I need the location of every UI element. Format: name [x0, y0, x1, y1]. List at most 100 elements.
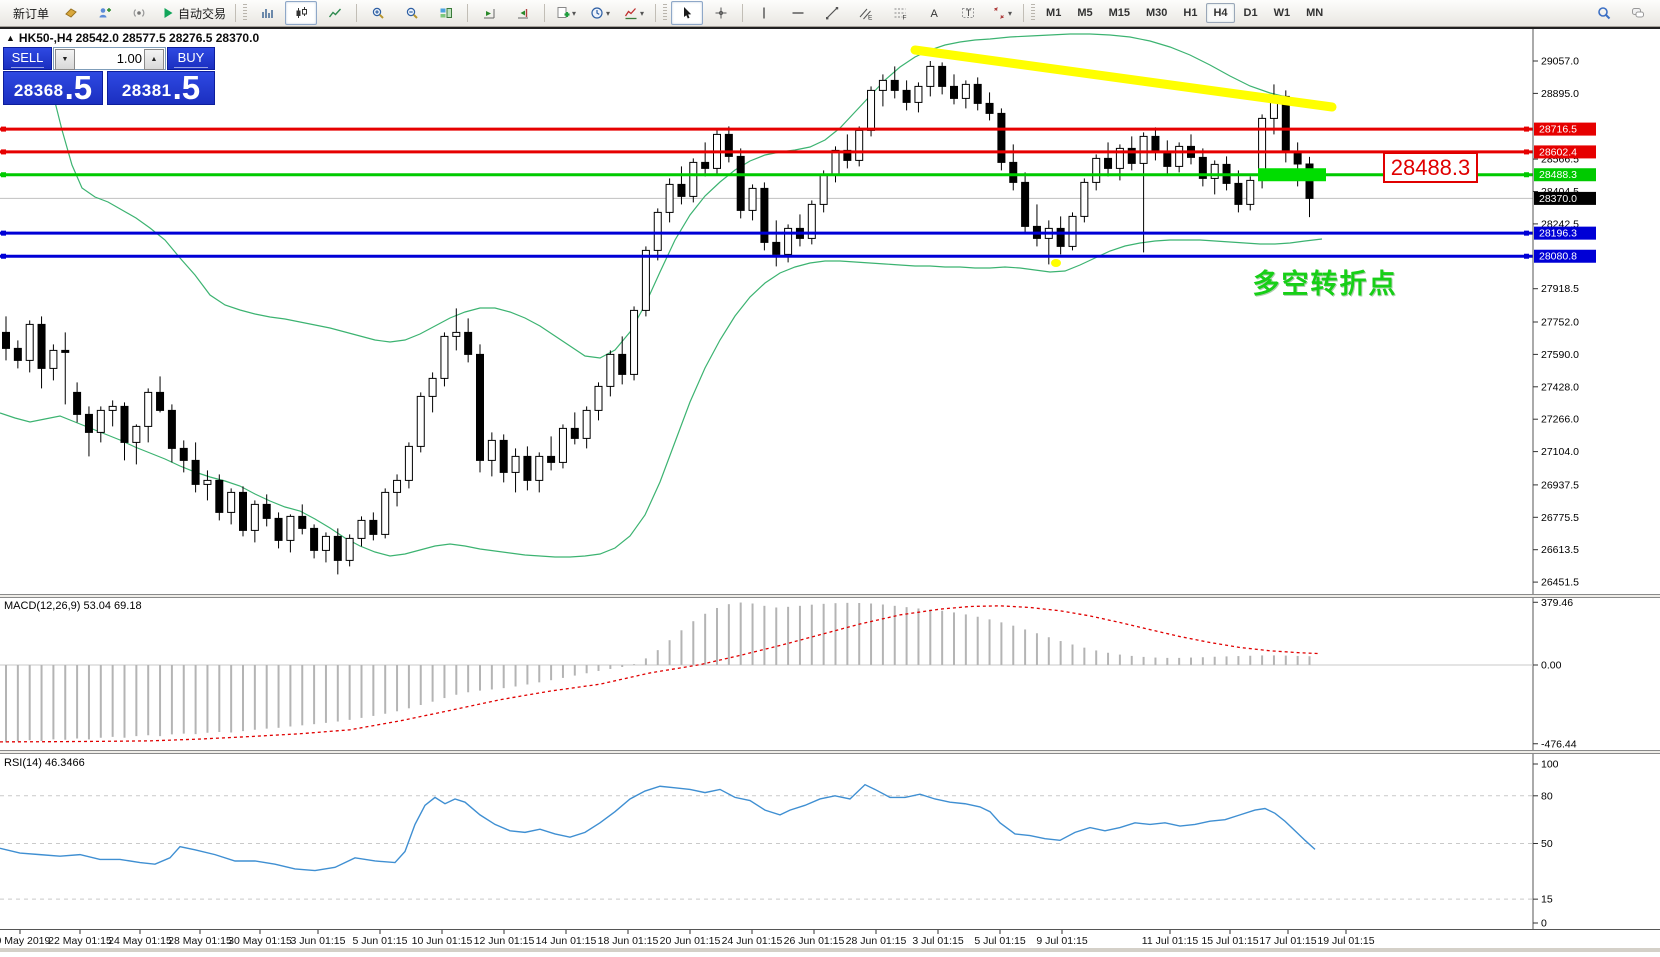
volume-value: 1.00	[116, 51, 142, 66]
rsi-panel[interactable]: 100 80 50 15 0	[0, 759, 1559, 930]
chat-button[interactable]	[1622, 1, 1654, 25]
text-button[interactable]: A	[918, 1, 950, 25]
new-order-button[interactable]: 新订单	[6, 1, 53, 25]
crosshair-button[interactable]	[705, 1, 737, 25]
trendline-glyph	[826, 7, 839, 20]
cursor-glyph	[684, 7, 692, 19]
volume-increase-button[interactable]: ▲	[144, 49, 164, 70]
indicators-button[interactable]: ▾	[618, 1, 650, 25]
svg-text:22 May 01:15: 22 May 01:15	[48, 935, 112, 947]
timeframe-button-h1[interactable]: H1	[1183, 7, 1198, 19]
svg-text:20 May 2019: 20 May 2019	[0, 935, 51, 947]
tiles-glyph	[440, 8, 453, 18]
profiles-button[interactable]: ▾	[584, 1, 616, 25]
trendline-button[interactable]	[816, 1, 848, 25]
timeframe-button-h4[interactable]: H4	[1206, 3, 1235, 23]
svg-text:28 May 01:15: 28 May 01:15	[168, 935, 232, 947]
timeframe-button-m5[interactable]: M5	[1077, 7, 1093, 19]
text-label-button[interactable]: T	[952, 1, 984, 25]
price-annotation-box[interactable]: 28488.3	[1383, 152, 1478, 183]
buy-button[interactable]: BUY	[167, 47, 215, 70]
svg-text:14 Jun 01:15: 14 Jun 01:15	[536, 935, 597, 947]
hline-handle-right	[1524, 149, 1529, 155]
dropdown-arrow-icon[interactable]: ▾	[640, 8, 645, 18]
svg-text:27104.0: 27104.0	[1541, 446, 1579, 458]
dropdown-arrow-icon[interactable]: ▾	[606, 8, 611, 18]
line-chart-button[interactable]	[319, 1, 351, 25]
timeframe-button-m15[interactable]: M15	[1108, 7, 1130, 19]
horizontal-line-button[interactable]	[782, 1, 814, 25]
price-axis: 29057.028895.028566.528404.528242.527918…	[1532, 29, 1596, 929]
timeframe-button-w1[interactable]: W1	[1273, 7, 1291, 19]
community-icon[interactable]	[89, 1, 121, 25]
vertical-line-button[interactable]	[748, 1, 780, 25]
svg-text:20 Jun 01:15: 20 Jun 01:15	[660, 935, 721, 947]
collapse-triangle-icon[interactable]: ▲	[6, 33, 15, 43]
window-divider	[0, 27, 1660, 29]
yellow-dot-marker[interactable]	[1051, 259, 1061, 267]
svg-text:-476.44: -476.44	[1541, 738, 1577, 750]
zoom-out-button[interactable]	[396, 1, 428, 25]
new-chart-button[interactable]: ▾	[550, 1, 582, 25]
chart-title: ▲ HK50-,H4 28542.0 28577.5 28276.5 28370.…	[6, 31, 259, 45]
arrows-button[interactable]: ▾	[986, 1, 1018, 25]
timeframe-button-m1[interactable]: M1	[1046, 7, 1062, 19]
candlestick-chart-button[interactable]	[285, 1, 318, 25]
volume-decrease-button[interactable]: ▼	[55, 49, 75, 70]
sell-price-button[interactable]: 28368 .5	[3, 71, 103, 105]
yellow-trendline[interactable]	[910, 45, 1337, 112]
zoomout-glyph	[406, 7, 418, 19]
toolbar-separator	[655, 4, 657, 22]
svg-text:27590.0: 27590.0	[1541, 349, 1579, 361]
bar-chart-button[interactable]	[251, 1, 283, 25]
svg-text:26937.5: 26937.5	[1541, 479, 1579, 491]
volume-field[interactable]: ▼ 1.00 ▲	[53, 47, 166, 70]
toolbar-drag-handle[interactable]	[1031, 4, 1036, 22]
svg-text:0.00: 0.00	[1541, 660, 1562, 672]
dropdown-arrow-icon[interactable]: ▾	[572, 8, 577, 18]
svg-text:0: 0	[1541, 918, 1547, 930]
timeframe-button-m30[interactable]: M30	[1146, 7, 1168, 19]
svg-text:9 Jul 01:15: 9 Jul 01:15	[1036, 935, 1088, 947]
chat-glyph	[1632, 8, 1644, 18]
toolbar-drag-handle[interactable]	[243, 4, 248, 22]
hline-handle-left	[1, 126, 6, 132]
cursor-button[interactable]	[671, 1, 704, 25]
history-center-icon[interactable]	[55, 1, 87, 25]
chart-shift-button[interactable]	[507, 1, 539, 25]
hline-handle-right	[1524, 253, 1529, 259]
hline-handle-right	[1524, 230, 1529, 236]
sell-button[interactable]: SELL	[3, 47, 52, 70]
turning-point-text: 多空转折点	[1252, 269, 1398, 299]
autotrade-button[interactable]: 自动交易	[157, 1, 230, 25]
timeframe-button-mn[interactable]: MN	[1306, 7, 1324, 19]
tile-windows-button[interactable]	[430, 1, 462, 25]
indicators-glyph	[624, 8, 637, 20]
svg-text:A: A	[931, 8, 939, 20]
hline-handle-left	[1, 149, 6, 155]
auto-scroll-button[interactable]	[473, 1, 505, 25]
labelT-glyph: T	[962, 8, 975, 18]
macd-panel[interactable]: 379.46 0.00 -476.44	[0, 597, 1577, 750]
svg-text:28716.5: 28716.5	[1539, 124, 1577, 136]
buy-price-button[interactable]: 28381 .5	[107, 71, 215, 105]
fibonacci-button[interactable]: F	[884, 1, 916, 25]
turning-point-annotation[interactable]: 多空转折点	[1238, 262, 1412, 301]
toolbar-drag-handle[interactable]	[663, 4, 668, 22]
main-toolbar: 新订单 自动交易 ▾ ▾ ▾ E F A T ▾ M1 M5 M15 M30 H1 H4 D1 W1 MN	[0, 0, 1660, 27]
buy-price-frac: .5	[172, 68, 201, 106]
svg-text:26 Jun 01:15: 26 Jun 01:15	[784, 935, 845, 947]
equidistant-channel-button[interactable]: E	[850, 1, 882, 25]
green-highlight-rect[interactable]	[1258, 168, 1326, 182]
hline-handle-left	[1, 253, 6, 259]
svg-text:17 Jul 01:15: 17 Jul 01:15	[1259, 935, 1316, 947]
signals-icon[interactable]	[123, 1, 155, 25]
hline-handle-left	[1, 230, 6, 236]
dropdown-arrow-icon[interactable]: ▾	[1008, 8, 1013, 18]
search-button[interactable]	[1588, 1, 1620, 25]
timeframe-button-d1[interactable]: D1	[1243, 7, 1258, 19]
zoom-in-button[interactable]	[362, 1, 394, 25]
